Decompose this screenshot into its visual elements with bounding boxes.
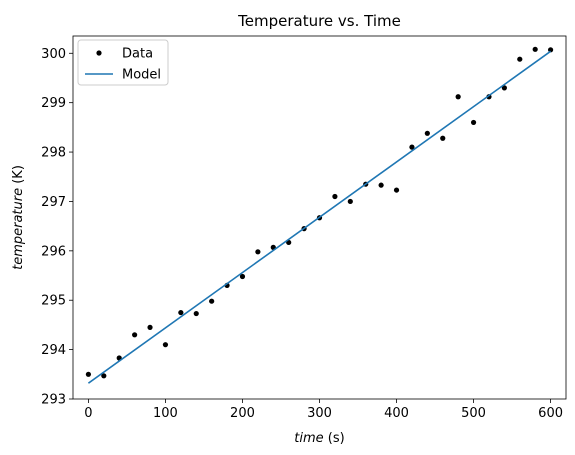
data-point: [347, 198, 353, 205]
data-point: [193, 310, 199, 317]
data-point: [501, 85, 507, 91]
data-point: [393, 187, 400, 193]
data-point: [332, 193, 338, 200]
y-tick-label: 293: [41, 393, 66, 408]
data-point: [517, 56, 523, 62]
plot-marks: [85, 46, 554, 384]
data-point: [378, 182, 384, 188]
x-tick-label: 500: [461, 406, 486, 421]
data-point: [470, 119, 477, 126]
data-point: [209, 298, 215, 304]
legend-marker-swatch: [96, 50, 102, 56]
data-point: [162, 342, 169, 348]
y-axis-label: temperature (K): [11, 165, 26, 270]
data-point: [547, 47, 554, 53]
legend-label: Model: [122, 68, 161, 83]
data-point: [85, 371, 92, 377]
data-point: [255, 249, 261, 255]
y-tick-label: 297: [41, 195, 66, 210]
y-tick-label: 300: [41, 47, 66, 62]
x-tick-label: 0: [84, 406, 92, 421]
x-tick-label: 300: [307, 406, 332, 421]
x-axis-label-var: time: [294, 431, 323, 446]
legend-label: Data: [122, 47, 153, 62]
x-tick-label: 400: [384, 406, 409, 421]
y-tick-label: 295: [41, 294, 66, 309]
data-point: [409, 144, 415, 150]
model-line: [87, 50, 552, 384]
data-point: [147, 324, 153, 330]
data-point: [132, 332, 138, 338]
data-point: [101, 373, 107, 379]
data-point: [178, 309, 184, 316]
y-tick-label: 298: [41, 146, 66, 161]
y-tick-label: 299: [41, 96, 66, 111]
x-tick-label: 100: [153, 406, 178, 421]
x-axis-label: time (s): [294, 431, 344, 446]
data-point: [455, 94, 461, 100]
data-point: [239, 273, 246, 280]
y-axis-label-var: temperature: [11, 188, 26, 270]
x-tick-label: 600: [538, 406, 563, 421]
x-tick-label: 200: [230, 406, 255, 421]
y-axis-label-unit: (K): [11, 165, 26, 188]
data-point: [532, 46, 538, 52]
y-tick-label: 294: [41, 343, 66, 358]
x-axis: 0 100 200 300 400 500 600: [84, 399, 563, 421]
x-axis-label-unit: (s): [324, 431, 345, 446]
legend: Data Model: [77, 39, 169, 86]
chart-title: Temperature vs. Time: [237, 12, 401, 30]
data-point: [440, 135, 446, 141]
y-tick-label: 296: [41, 244, 66, 259]
data-point: [424, 130, 430, 136]
y-axis: 293 294 295 296 297 298 299 300: [41, 47, 73, 408]
